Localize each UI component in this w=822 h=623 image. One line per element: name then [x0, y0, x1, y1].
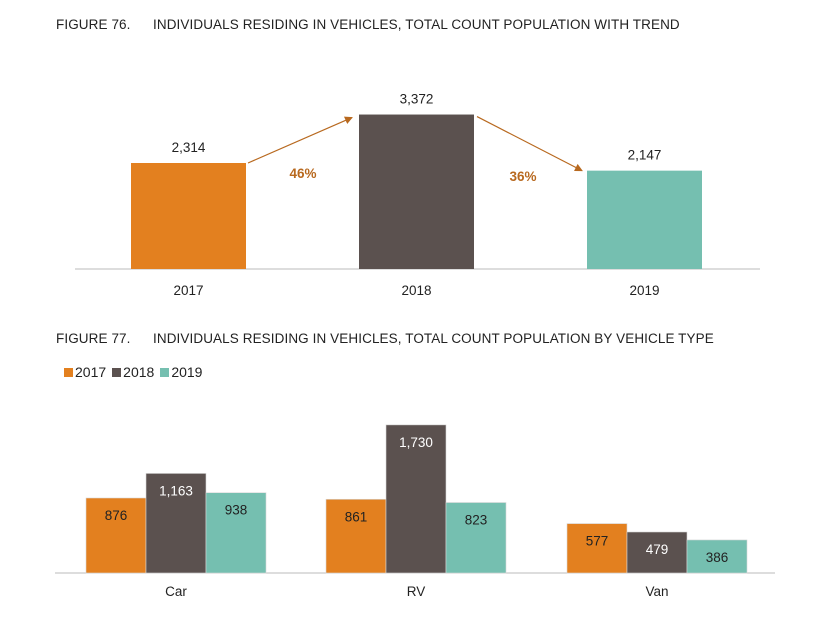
fig77-data-label: 386: [706, 550, 729, 565]
legend-label: 2018: [123, 364, 155, 380]
fig77-bar-van-2017: [566, 523, 628, 574]
fig77-bar-rv-2018: [385, 424, 447, 574]
legend-item-2019: 2019: [160, 364, 202, 380]
fig77-data-label: 479: [646, 542, 669, 557]
fig77-data-label: 876: [105, 508, 128, 523]
legend-label: 2017: [75, 364, 107, 380]
fig76-x-tick-label: 2019: [629, 283, 659, 298]
fig77-bar-van-2018: [626, 531, 688, 574]
figure-77-legend: 2017 2018 2019: [64, 364, 202, 380]
fig76-data-label: 3,372: [400, 92, 434, 107]
fig77-data-label: 823: [465, 513, 488, 528]
fig77-bar-rv-2019: [445, 502, 507, 574]
figure-77-heading: INDIVIDUALS RESIDING IN VEHICLES, TOTAL …: [153, 331, 714, 346]
fig76-data-label: 2,314: [172, 140, 206, 155]
fig77-data-label: 861: [345, 509, 368, 524]
fig76-trend-arrow-down: [476, 116, 583, 172]
legend-swatch-2018: [112, 367, 122, 377]
fig76-bar-2017: [131, 163, 246, 269]
fig77-bar-car-2017: [85, 497, 147, 574]
fig76-data-label: 2,147: [628, 148, 662, 163]
fig76-trend-arrow-up: [247, 116, 353, 164]
legend-label: 2019: [171, 364, 203, 380]
legend-swatch-2017: [64, 367, 73, 377]
fig77-data-label: 1,163: [159, 483, 193, 498]
figure-76-number: FIGURE 76.: [56, 17, 131, 32]
fig77-x-tick-label: Van: [645, 584, 668, 599]
legend-swatch-2019: [160, 367, 170, 377]
fig77-bar-rv-2017: [325, 498, 387, 574]
legend-item-2018: 2018: [112, 364, 154, 380]
legend-item-2017: 2017: [64, 364, 106, 380]
figure-77-title: FIGURE 77. INDIVIDUALS RESIDING IN VEHICL…: [56, 331, 714, 346]
fig77-data-label: 938: [225, 503, 248, 518]
fig77-bar-van-2019: [686, 539, 748, 574]
figure-76-title: FIGURE 76. INDIVIDUALS RESIDING IN VEHICL…: [56, 17, 680, 32]
fig76-bar-2019: [587, 170, 702, 269]
fig77-data-label: 577: [586, 534, 609, 549]
fig77-bar-car-2019: [205, 492, 267, 574]
fig76-change-label: 46%: [289, 166, 316, 181]
fig77-x-tick-label: Car: [165, 584, 187, 599]
fig76-bar-2018: [359, 114, 474, 269]
fig77-x-tick-label: RV: [407, 584, 426, 599]
fig77-data-label: 1,730: [399, 435, 433, 450]
fig76-x-tick-label: 2017: [173, 283, 203, 298]
fig77-bar-car-2018: [145, 473, 207, 574]
figure-76-heading: INDIVIDUALS RESIDING IN VEHICLES, TOTAL …: [153, 17, 680, 32]
figure-77-number: FIGURE 77.: [56, 331, 131, 346]
fig76-x-tick-label: 2018: [401, 283, 431, 298]
fig76-change-label: 36%: [509, 169, 536, 184]
